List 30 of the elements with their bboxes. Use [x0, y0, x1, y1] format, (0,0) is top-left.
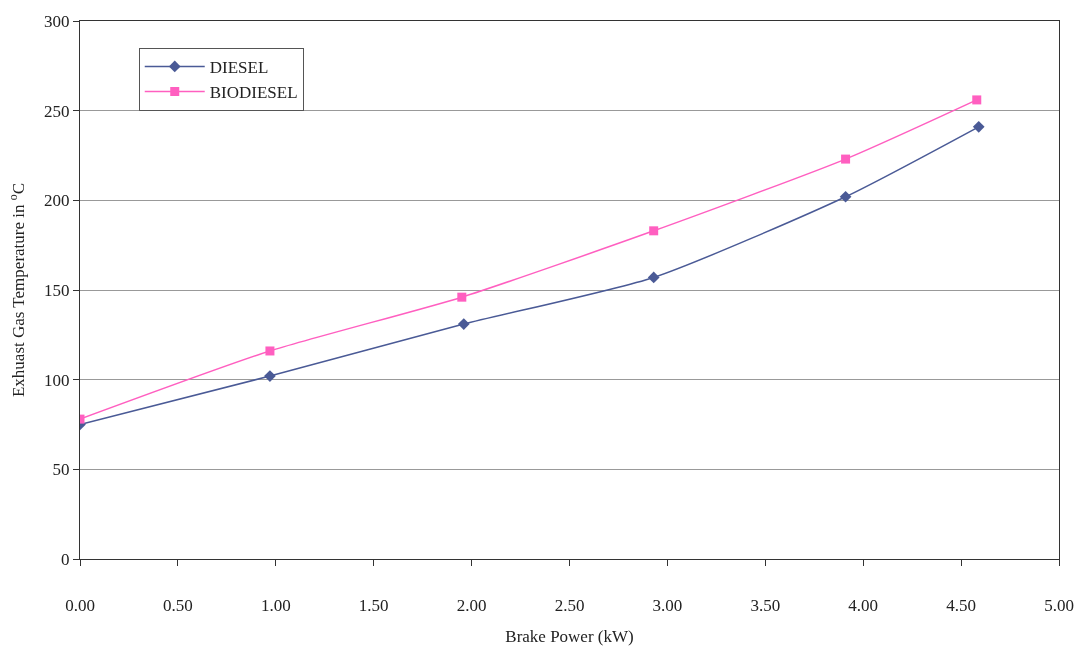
y-tick-label: 250	[44, 101, 70, 121]
x-tick-label: 4.00	[848, 596, 879, 616]
point	[839, 190, 852, 203]
y-tick-label: 200	[44, 191, 70, 211]
point	[841, 154, 851, 164]
x-tick-label: 2.50	[554, 596, 585, 616]
x-tick-label: 0.00	[65, 596, 95, 616]
y-tick-label: 150	[44, 280, 70, 300]
y-tick-label: 50	[52, 460, 70, 480]
x-tick-label: 5.00	[1044, 596, 1074, 616]
legend-label: BIODIESEL	[209, 83, 298, 103]
point	[457, 292, 467, 302]
x-tick-label: 1.00	[260, 596, 291, 616]
point	[649, 226, 659, 236]
x-tick-label: 1.50	[358, 596, 389, 616]
x-tick-label: 4.50	[946, 596, 976, 616]
y-tick-label: 300	[44, 11, 70, 31]
x-tick-label: 3.50	[750, 596, 781, 616]
point	[265, 346, 275, 356]
point	[972, 95, 982, 105]
legend-label: DIESEL	[209, 58, 269, 78]
point	[647, 271, 660, 284]
y-tick-label: 100	[44, 370, 70, 390]
x-axis-title: Brake Power (kW)	[505, 626, 634, 646]
x-tick-label: 0.50	[163, 596, 193, 616]
point	[457, 318, 470, 330]
y-tick-label: 0	[61, 549, 70, 569]
point	[972, 120, 985, 133]
x-tick-label: 2.00	[456, 596, 487, 616]
x-tick-label: 3.00	[652, 596, 683, 616]
